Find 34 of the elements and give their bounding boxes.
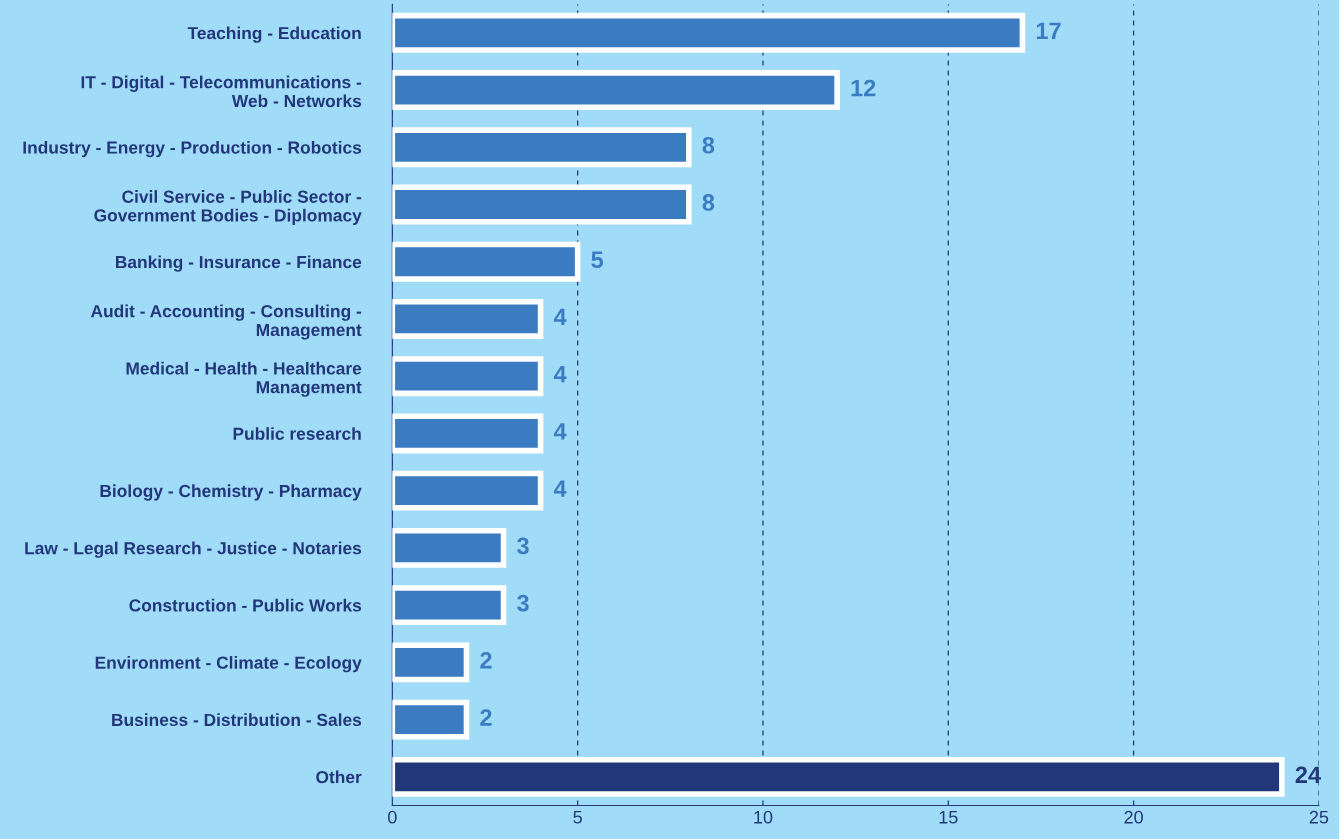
data-label: 5 <box>591 251 604 269</box>
x-tick-label: 0 <box>388 810 397 824</box>
y-tick-label: Biology - Chemistry - Pharmacy <box>100 484 362 501</box>
data-label: 8 <box>702 136 715 154</box>
data-label: 3 <box>517 594 529 612</box>
data-label: 24 <box>1295 766 1321 783</box>
y-tick-label: Law - Legal Research - Justice - Notaries <box>25 541 362 558</box>
y-tick-label: Business - Distribution - Sales <box>112 713 362 727</box>
data-label: 12 <box>851 79 876 97</box>
y-tick-label: Medical - Health - Healthcare Management <box>126 361 362 397</box>
x-tick-label: 25 <box>1309 810 1329 824</box>
y-tick-label: IT - Digital - Telecommunications - Web - Networks <box>81 75 362 108</box>
data-label: 2 <box>480 709 492 726</box>
y-tick-label: Banking - Insurance - Finance <box>115 255 362 272</box>
data-label: 4 <box>553 308 567 326</box>
data-label: 2 <box>480 651 492 669</box>
x-tick-label: 20 <box>1124 810 1143 824</box>
y-tick-label: Civil Service - Public Sector - Government Bodies - Diplomacy <box>94 190 362 226</box>
data-label: 17 <box>1036 22 1061 39</box>
y-tick-label: Audit - Accounting - Consulting - Management <box>90 304 362 340</box>
data-label: 8 <box>702 194 715 211</box>
x-tick-label: 15 <box>939 810 958 824</box>
y-tick-label: Other <box>316 770 362 784</box>
x-tick-label: 5 <box>573 810 582 824</box>
data-label: 4 <box>553 480 567 497</box>
y-tick-label: Teaching - Education <box>187 26 361 43</box>
y-tick-label: Industry - Energy - Production - Robotics <box>23 140 362 158</box>
data-label: 4 <box>553 423 567 440</box>
x-tick-label: 10 <box>754 810 773 824</box>
y-tick-label: Public research <box>233 427 361 440</box>
y-tick-label: Construction - Public Works <box>129 598 362 612</box>
data-label: 3 <box>517 537 529 555</box>
data-label: 4 <box>553 366 567 383</box>
y-tick-label: Environment - Climate - Ecology <box>95 656 362 673</box>
